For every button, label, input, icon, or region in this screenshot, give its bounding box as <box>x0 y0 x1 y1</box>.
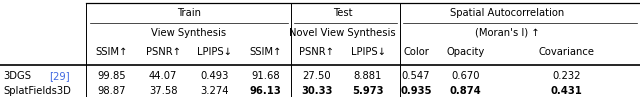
Text: Spatial Autocorrelation: Spatial Autocorrelation <box>451 8 564 18</box>
Text: 5.973: 5.973 <box>352 86 384 96</box>
Text: 0.493: 0.493 <box>200 71 228 81</box>
Text: Test: Test <box>333 8 352 18</box>
Text: 96.13: 96.13 <box>250 86 282 96</box>
Text: [29]: [29] <box>49 71 70 81</box>
Text: Opacity: Opacity <box>447 47 484 57</box>
Text: 0.431: 0.431 <box>550 86 582 96</box>
Text: Color: Color <box>403 47 429 57</box>
Text: 8.881: 8.881 <box>354 71 382 81</box>
Text: (Moran's I) ↑: (Moran's I) ↑ <box>476 28 540 38</box>
Text: 98.87: 98.87 <box>98 86 126 96</box>
Text: Train: Train <box>177 8 201 18</box>
Text: PSNR↑: PSNR↑ <box>300 47 334 57</box>
Text: 0.547: 0.547 <box>402 71 430 81</box>
Text: 3.274: 3.274 <box>200 86 228 96</box>
Text: 0.874: 0.874 <box>450 86 481 96</box>
Text: 44.07: 44.07 <box>149 71 177 81</box>
Text: Covariance: Covariance <box>538 47 595 57</box>
Text: 27.50: 27.50 <box>303 71 331 81</box>
Text: SplatFields3D: SplatFields3D <box>3 86 71 96</box>
Text: 0.935: 0.935 <box>400 86 432 96</box>
Text: LPIPS↓: LPIPS↓ <box>351 47 385 57</box>
Text: 0.232: 0.232 <box>552 71 580 81</box>
Text: View Synthesis: View Synthesis <box>151 28 227 38</box>
Text: SSIM↑: SSIM↑ <box>250 47 282 57</box>
Text: 3DGS: 3DGS <box>3 71 31 81</box>
Text: LPIPS↓: LPIPS↓ <box>197 47 232 57</box>
Text: PSNR↑: PSNR↑ <box>146 47 180 57</box>
Text: 37.58: 37.58 <box>149 86 177 96</box>
Text: SSIM↑: SSIM↑ <box>96 47 128 57</box>
Text: Novel View Synthesis: Novel View Synthesis <box>289 28 396 38</box>
Text: 0.670: 0.670 <box>451 71 480 81</box>
Text: 99.85: 99.85 <box>98 71 126 81</box>
Text: 30.33: 30.33 <box>301 86 333 96</box>
Text: 91.68: 91.68 <box>252 71 280 81</box>
